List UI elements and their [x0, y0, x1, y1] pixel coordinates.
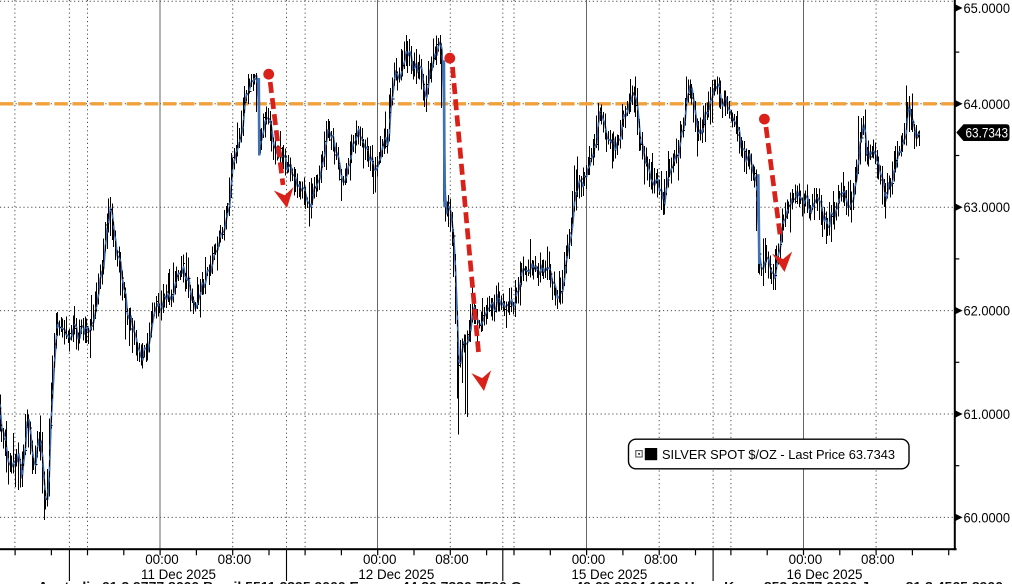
svg-text:00:00: 00:00 [789, 552, 823, 567]
svg-text:00:00: 00:00 [572, 552, 606, 567]
svg-text:08:00: 08:00 [218, 552, 252, 567]
svg-text:64.0000: 64.0000 [964, 97, 1011, 113]
svg-text:00:00: 00:00 [145, 552, 179, 567]
svg-text:63.0000: 63.0000 [964, 200, 1011, 216]
svg-text:08:00: 08:00 [861, 552, 895, 567]
svg-text:Australia 61 2 9777 8600 Brazi: Australia 61 2 9777 8600 Brazil 5511 239… [38, 579, 1003, 584]
svg-text:61.0000: 61.0000 [964, 407, 1011, 423]
svg-text:63.7343: 63.7343 [966, 126, 1009, 141]
svg-text:00:00: 00:00 [363, 552, 397, 567]
svg-text:12 Dec 2025: 12 Dec 2025 [358, 567, 434, 582]
svg-text:62.0000: 62.0000 [964, 304, 1011, 320]
svg-text:16 Dec 2025: 16 Dec 2025 [787, 567, 863, 582]
svg-text:08:00: 08:00 [644, 552, 678, 567]
svg-text:08:00: 08:00 [435, 552, 469, 567]
svg-text:SILVER SPOT $/OZ - Last Price: SILVER SPOT $/OZ - Last Price 63.7343 [662, 448, 895, 462]
svg-text:65.0000: 65.0000 [964, 1, 1011, 17]
svg-text:11 Dec 2025: 11 Dec 2025 [141, 567, 216, 582]
svg-text:60.0000: 60.0000 [964, 510, 1011, 526]
svg-text:15 Dec 2025: 15 Dec 2025 [571, 567, 647, 582]
